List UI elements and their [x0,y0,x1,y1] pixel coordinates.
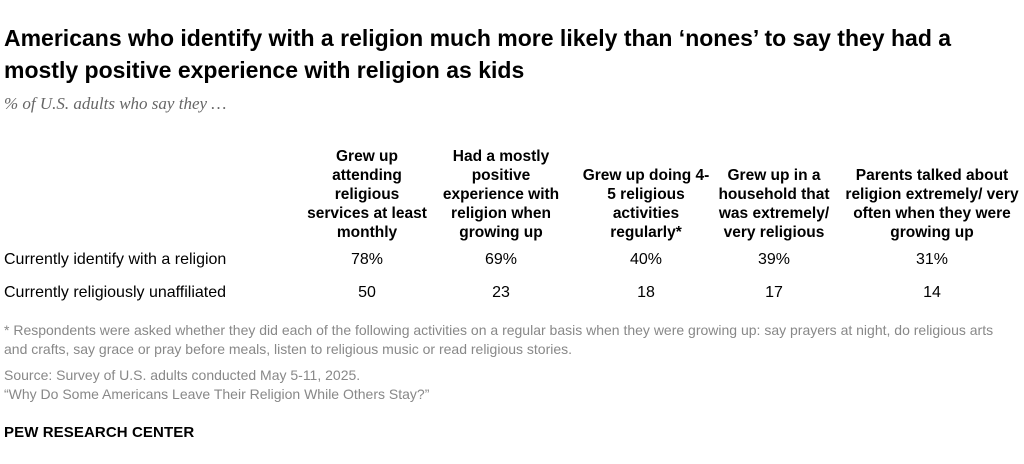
column-header-4: Grew up in a household that was extremel… [706,140,842,242]
column-header-5: Parents talked about religion extremely/… [840,140,1024,242]
report-title-note: “Why Do Some Americans Leave Their Relig… [4,386,430,402]
table-cell: 14 [923,284,941,301]
table-cell: 23 [492,284,510,301]
column-header-3: Grew up doing 4-5 religious activities r… [581,140,711,242]
table-cell: 18 [637,284,655,301]
table-cell: 31% [915,251,949,268]
column-header-label: Grew up doing 4-5 religious activities r… [582,167,710,241]
table-cell: 50 [358,284,376,301]
row-label: Currently identify with a religion [4,251,227,268]
pew-logo: PEW RESEARCH CENTER [4,424,195,441]
source-note: Source: Survey of U.S. adults conducted … [4,367,361,383]
table-cell: 40% [629,251,663,268]
table-cell: 78% [350,251,384,268]
chart-title: Americans who identify with a religion m… [4,25,952,83]
table-cell: 69% [484,251,518,268]
row-label: Currently religiously unaffiliated [4,284,227,301]
column-header-1: Grew up attending religious services at … [304,140,430,242]
column-header-2: Had a mostly positive experience with re… [431,140,571,242]
column-header-label: Grew up attending religious services at … [307,148,427,241]
chart-subtitle: % of U.S. adults who say they … [4,94,227,113]
column-header-label: Grew up in a household that was extremel… [718,167,830,241]
footnote: * Respondents were asked whether they di… [4,322,994,357]
column-header-label: Parents talked about religion extremely/… [845,167,1019,241]
table-cell: 39% [757,251,791,268]
table-cell: 17 [765,284,783,301]
column-header-label: Had a mostly positive experience with re… [442,148,560,241]
